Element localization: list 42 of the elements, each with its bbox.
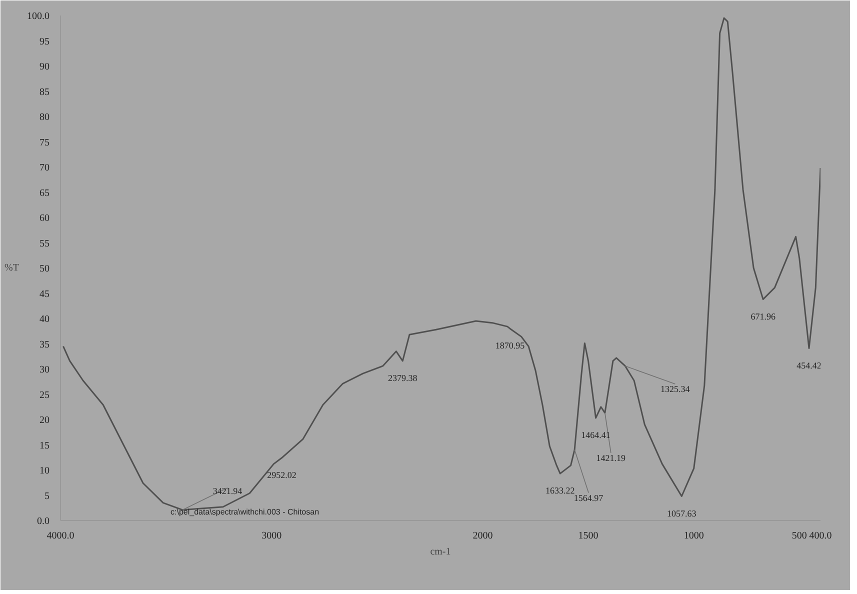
annotation: 1421.19 — [596, 452, 626, 463]
annotation: 2952.02 — [267, 470, 296, 480]
x-tick-label: 400.0 — [809, 530, 832, 542]
y-tick-label: 80 — [40, 112, 50, 123]
y-tick-label: 5 — [44, 490, 50, 502]
annotation: 1633.22 — [546, 486, 575, 496]
annotation: 1870.95 — [495, 340, 526, 351]
y-tick-label: 10 — [40, 466, 50, 476]
x-tick-label: 2000 — [472, 530, 493, 542]
x-tick-label: 3000 — [262, 530, 282, 542]
y-tick-label: 75 — [40, 137, 50, 148]
x-axis-title: cm-1 — [430, 546, 451, 558]
y-tick-label: 85 — [40, 86, 50, 98]
annotation: 1564.97 — [574, 492, 604, 503]
y-tick-label: 100.0 — [27, 11, 50, 22]
y-tick-label: 40 — [40, 314, 50, 325]
y-tick-label: 20 — [40, 415, 50, 426]
y-tick-label: 90 — [40, 62, 50, 72]
y-tick-label: 50 — [40, 264, 50, 274]
y-tick-label: 60 — [40, 213, 50, 224]
annotation: 3421.94 — [212, 486, 243, 496]
annotation: 1325.34 — [660, 384, 690, 394]
annotation: c:\pel_data\spectra\withchi.003 - Chitosan — [170, 508, 320, 516]
x-tick-label: 1000 — [684, 530, 704, 542]
y-tick-label: 15 — [40, 440, 50, 452]
annotation: 1057.63 — [667, 508, 697, 518]
x-tick-label: 4000.0 — [46, 530, 74, 542]
x-tick-label: 1500 — [578, 530, 598, 542]
x-tick-label: 500 — [792, 530, 807, 542]
annotation: 1464.41 — [581, 430, 610, 440]
y-tick-label: 70 — [40, 162, 50, 174]
y-axis-title: %T — [4, 262, 20, 274]
y-tick-label: 95 — [40, 36, 50, 48]
y-tick-label: 65 — [40, 188, 50, 199]
y-tick-label: 45 — [40, 288, 50, 300]
y-tick-label: 35 — [40, 339, 50, 350]
annotation: 671.96 — [750, 311, 776, 322]
annotation: 2379.38 — [388, 372, 418, 383]
y-tick-label: 25 — [40, 390, 50, 401]
y-tick-label: 30 — [40, 364, 50, 376]
y-tick-label: 55 — [40, 238, 50, 250]
y-tick-label: 0.0 — [37, 516, 50, 527]
